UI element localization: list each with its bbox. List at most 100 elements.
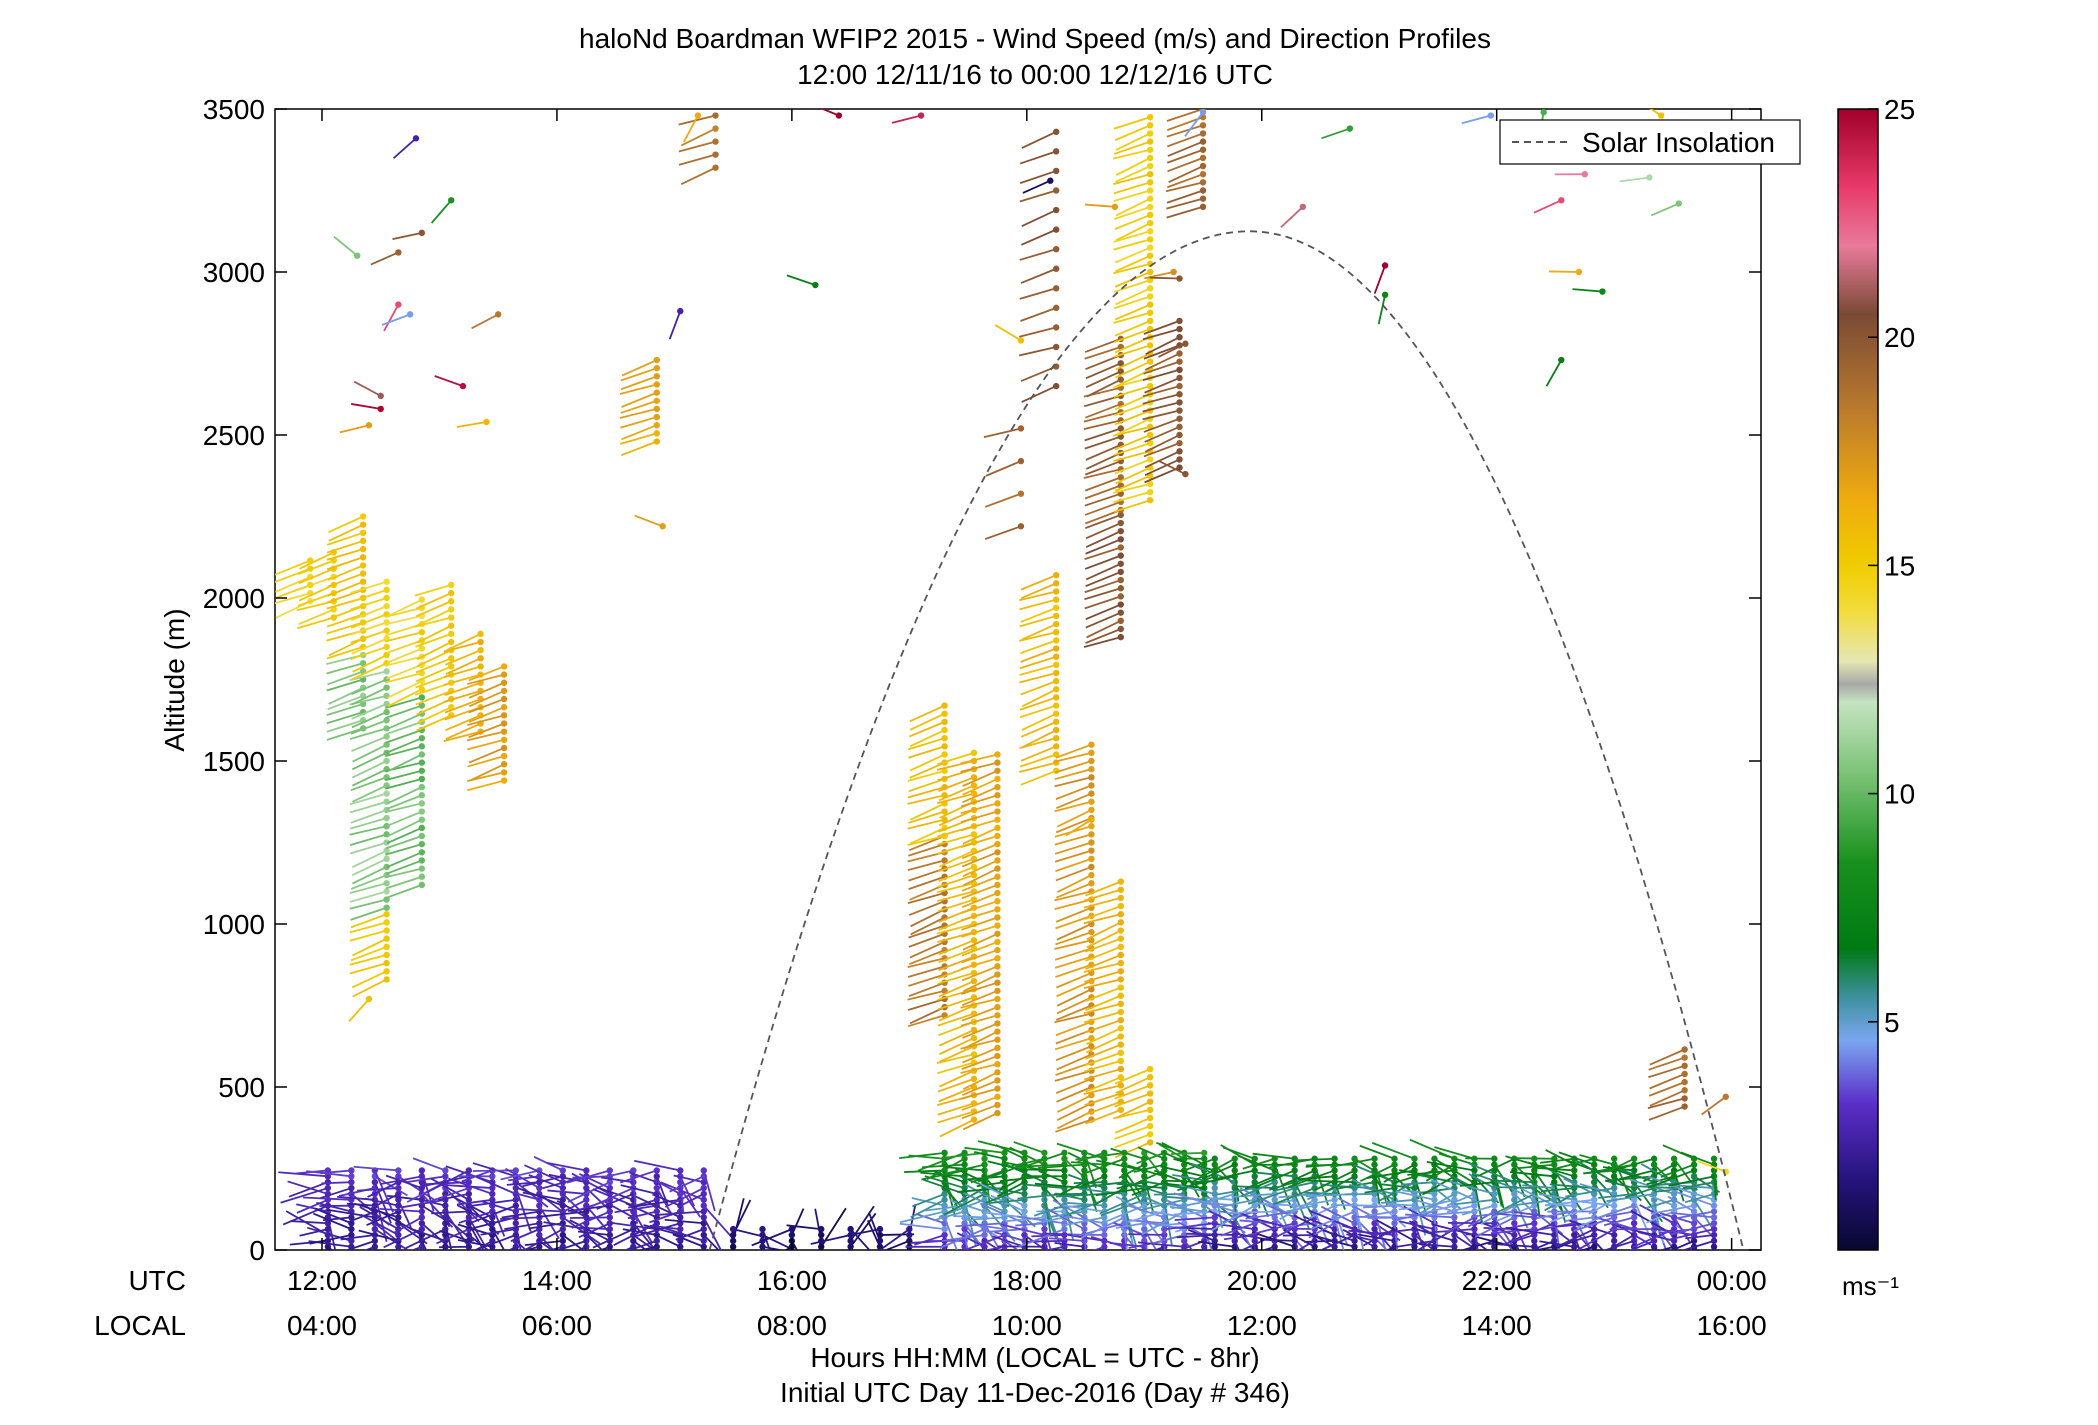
wind-barb-dot: [1146, 179, 1154, 186]
profile-barb: [350, 809, 387, 824]
surface-barb: [1606, 1234, 1635, 1250]
wind-barb-dot: [1491, 1202, 1498, 1209]
surface-barb: [1293, 1181, 1316, 1221]
wind-barb-dot: [1610, 1231, 1618, 1239]
profile-barb: [1113, 230, 1151, 243]
surface-barb: [1320, 1234, 1355, 1250]
profile-barb: [961, 1006, 998, 1022]
wind-barb-dot: [465, 1196, 473, 1203]
surface-barb: [456, 1198, 493, 1206]
surface-barb: [1402, 1189, 1435, 1195]
surface-barb: [1330, 1157, 1375, 1168]
surface-barb: [1592, 1204, 1635, 1221]
profile-barb: [1145, 434, 1180, 453]
surface-barb: [988, 1198, 1025, 1204]
surface-barb: [1407, 1169, 1455, 1176]
scattered-barb: [668, 310, 682, 340]
surface-barb: [1043, 1240, 1049, 1250]
wind-barb-dot: [383, 976, 390, 983]
profile-barb: [909, 712, 945, 731]
surface-barb: [380, 1211, 423, 1236]
surface-barb: [504, 1222, 540, 1231]
surface-barb: [1521, 1187, 1555, 1207]
profile-barb: [1018, 590, 1057, 602]
wind-barb-dot: [994, 1036, 1001, 1043]
wind-barb-dot: [1117, 1065, 1124, 1073]
profile-barb: [961, 843, 998, 860]
wind-barb-dot: [994, 1060, 1001, 1068]
wind-barb-dot: [1710, 1214, 1718, 1221]
profile-barb: [1167, 140, 1204, 157]
profile-barb: [909, 753, 945, 772]
y-tick-label: 500: [218, 1072, 265, 1103]
profile-barb: [1113, 116, 1151, 130]
surface-barb: [1533, 1158, 1538, 1201]
surface-barb: [1598, 1193, 1635, 1199]
wind-barb-dot: [1331, 1155, 1338, 1162]
profile-barb: [1019, 704, 1057, 719]
surface-barb: [1669, 1228, 1715, 1241]
wind-barb-dot: [700, 1237, 707, 1245]
wind-barb-dot: [994, 824, 1001, 832]
wind-barb-dot: [1101, 1173, 1108, 1180]
profile-barb: [1113, 295, 1151, 310]
profile-barb: [907, 786, 945, 799]
surface-barb: [579, 1173, 611, 1189]
profile-barb: [1115, 132, 1151, 151]
profile-barb: [1055, 1020, 1092, 1037]
wind-barb-dot: [1088, 1034, 1095, 1042]
profile-barb: [909, 761, 945, 779]
profile-barb: [960, 818, 998, 832]
surface-barb: [1565, 1187, 1615, 1198]
surface-barb: [1493, 1170, 1505, 1209]
profile-barb: [443, 690, 481, 703]
profile-barb: [1144, 458, 1180, 476]
profile-barb: [961, 875, 998, 892]
wind-barb-dot: [412, 135, 420, 142]
wind-barb-dot: [371, 1225, 379, 1233]
wind-barb-dot: [1017, 457, 1025, 465]
profile-barb: [1054, 800, 1092, 813]
wind-barb-dot: [729, 1225, 737, 1233]
wind-barb-dot: [700, 1214, 707, 1221]
scattered-barb: [1619, 176, 1650, 183]
profile-barb: [937, 972, 975, 985]
wind-barb-dot: [383, 959, 390, 967]
surface-barb: [1490, 1228, 1535, 1235]
surface-barb: [629, 1171, 658, 1184]
wind-barb-dot: [1630, 1196, 1638, 1203]
wind-barb-dot: [994, 840, 1001, 848]
surface-barb: [1110, 1147, 1145, 1160]
profile-barb: [1084, 1100, 1122, 1116]
wind-barb-dot: [994, 1028, 1001, 1035]
wind-barb-dot: [1351, 1237, 1358, 1245]
wind-barb-dot: [970, 1034, 978, 1042]
profile-barb: [468, 747, 505, 764]
surface-barb: [1007, 1157, 1045, 1168]
profile-barb: [387, 786, 423, 805]
profile-barb: [678, 153, 716, 166]
wind-barb-dot: [395, 1214, 402, 1221]
wind-barb-dot: [1061, 1196, 1068, 1203]
surface-barb: [1208, 1209, 1236, 1225]
wind-barb-dot: [1121, 1155, 1128, 1162]
profile-barb: [680, 166, 716, 185]
wind-barb-dot: [1117, 1008, 1124, 1016]
profile-barb: [1085, 571, 1122, 587]
surface-barb: [1227, 1210, 1275, 1214]
surface-barb: [296, 1198, 329, 1214]
surface-barb: [1282, 1234, 1315, 1237]
x-tick-label-utc: 14:00: [522, 1265, 592, 1296]
wind-barb-dot: [659, 523, 666, 530]
profile-barb: [938, 784, 975, 802]
surface-barb: [1123, 1240, 1126, 1250]
profile-barb: [385, 859, 423, 875]
scattered-barb: [1548, 270, 1579, 273]
profile-barb: [960, 802, 998, 815]
wind-barb-dot: [700, 1190, 707, 1198]
wind-barb-dot: [1117, 1016, 1124, 1024]
profile-barb: [326, 548, 364, 561]
profile-barb: [1056, 1094, 1092, 1113]
wind-barb-dot: [383, 594, 390, 602]
